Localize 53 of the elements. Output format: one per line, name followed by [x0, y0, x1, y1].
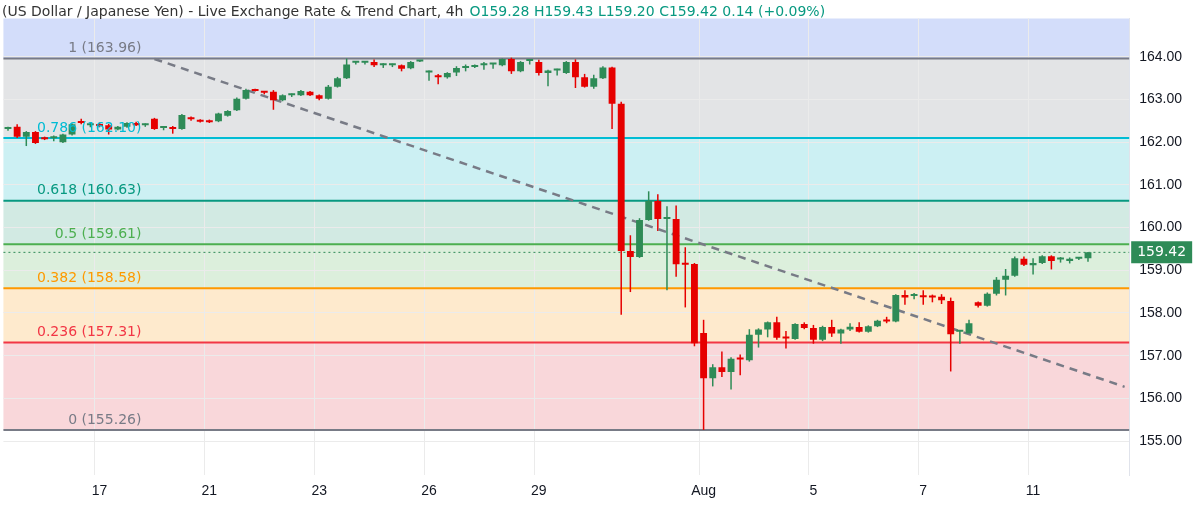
- candlestick: [626, 234, 634, 293]
- x-tick-label: 7: [919, 482, 928, 499]
- candlestick: [343, 57, 351, 80]
- x-tick-label: 21: [201, 482, 218, 499]
- ref-line-label: 0.5 (159.61): [54, 224, 142, 241]
- candlestick: [901, 289, 909, 306]
- x-tick-label: Aug: [691, 482, 717, 499]
- ref-line-label: 0.236 (157.31): [36, 323, 142, 340]
- x-tick-label: 26: [421, 482, 438, 499]
- y-tick-label: 164.00: [1139, 47, 1183, 64]
- y-tick-label: 163.00: [1139, 90, 1183, 107]
- x-tick-label: 23: [311, 482, 328, 499]
- candlestick: [718, 350, 726, 378]
- ref-line-label: 0 (155.26): [68, 410, 142, 427]
- y-tick-label: 158.00: [1139, 303, 1183, 320]
- candlestick: [681, 246, 689, 309]
- candlestick: [1029, 257, 1037, 276]
- candlestick: [956, 329, 964, 345]
- chart-subtitle: O159.28 H159.43 L159.20 C159.42 0.14 (+0.09%): [469, 3, 826, 19]
- y-tick-label: 159.00: [1139, 261, 1183, 278]
- ref-line-label: 0.382 (158.58): [36, 268, 142, 285]
- candlestick: [993, 276, 1000, 297]
- candlestick: [809, 324, 817, 345]
- x-tick-label: 11: [1025, 482, 1041, 499]
- chart-title: (US Dollar / Japanese Yen) - Live Exchange Rate & Trend Chart, 4h: [2, 3, 464, 19]
- candlestick: [480, 61, 488, 71]
- x-tick-label: 5: [809, 482, 818, 499]
- candlestick: [572, 58, 579, 89]
- candlestick: [736, 353, 744, 377]
- ref-line-label: 159.42: [1137, 242, 1187, 259]
- candlestick: [489, 62, 497, 70]
- candlestick: [434, 73, 442, 85]
- y-tick-label: 157.00: [1139, 346, 1183, 363]
- candlestick: [544, 68, 552, 88]
- candlestick: [553, 68, 561, 77]
- ref-line-label: 0.618 (160.63): [36, 181, 142, 198]
- candlestick: [645, 190, 653, 222]
- candlestick: [269, 89, 277, 111]
- candlestick: [1002, 268, 1010, 297]
- candlestick: [773, 316, 781, 341]
- candlestick: [709, 363, 717, 388]
- x-tick-label: 29: [531, 482, 547, 499]
- y-tick-label: 161.00: [1139, 175, 1183, 192]
- y-tick-label: 160.00: [1139, 218, 1183, 235]
- x-tick-label: 17: [91, 482, 108, 499]
- ref-line-label: 1 (163.96): [68, 39, 142, 56]
- y-tick-label: 162.00: [1139, 133, 1183, 150]
- y-tick-label: 156.00: [1139, 389, 1183, 406]
- candlestick: [919, 289, 927, 306]
- candlestick: [755, 327, 762, 349]
- candlestick: [654, 193, 662, 232]
- candlestick: [1011, 255, 1019, 278]
- y-tick-label: 155.00: [1139, 431, 1183, 448]
